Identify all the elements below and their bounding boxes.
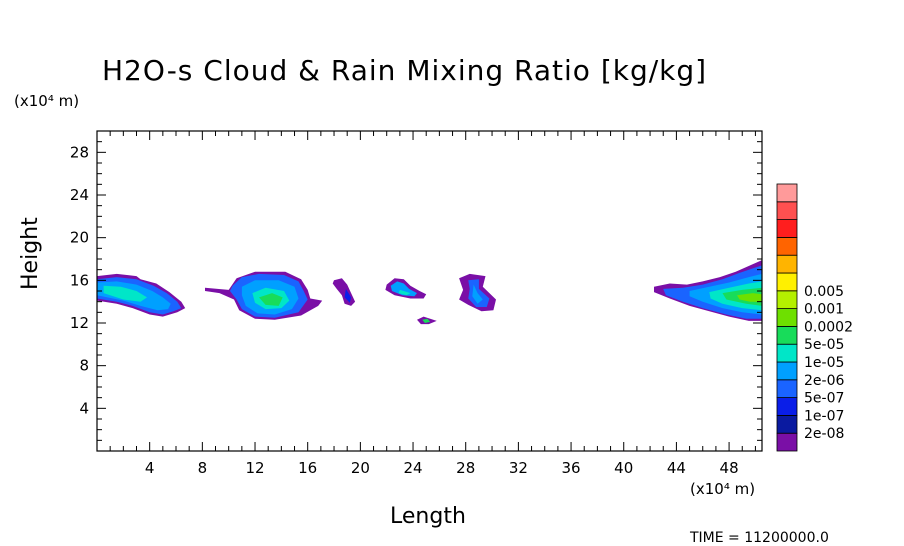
legend-swatch-3 [776,379,798,398]
contour-region-3-level-2 [398,289,411,296]
y-tick-label-4: 4 [79,399,89,417]
legend-swatch-4 [776,361,798,381]
x-tick-label-20: 20 [351,459,370,477]
legend-label-8: 0.005 [804,284,844,300]
legend-swatch-11 [776,236,798,256]
legend-swatch-9 [776,272,798,292]
y-tick-label-8: 8 [79,357,89,375]
chart-title: H2O-s Cloud & Rain Mixing Ratio [kg/kg] [102,54,708,87]
legend-swatch-13 [776,201,798,221]
legend-swatch-1 [776,414,798,434]
legend-label-7: 0.001 [804,302,844,318]
x-tick-label-44: 44 [667,459,686,477]
contour-region-5-level-2 [472,284,483,304]
contour-group [97,260,762,325]
x-tick-label-32: 32 [509,459,528,477]
legend-swatch-14 [776,183,798,203]
time-label: TIME = 11200000.0 [690,530,829,546]
legend-label-3: 2e-06 [804,373,844,389]
x-tick-label-4: 4 [145,459,155,477]
legend-label-1: 1e-07 [804,408,844,424]
legend-label-2: 5e-07 [804,391,844,407]
x-axis-label: Length [390,504,466,529]
contour-region-2-level-0 [332,278,356,306]
legend-swatch-10 [776,254,798,274]
y-tick-label-16: 16 [70,271,89,289]
contour-region-3-level-1 [390,281,417,297]
x-tick-label-28: 28 [456,459,475,477]
legend-swatch-7 [776,308,798,327]
x-tick-label-48: 48 [720,459,739,477]
legend-swatch-8 [776,290,798,309]
contour-region-1-level-4 [259,293,283,306]
y-tick-label-28: 28 [70,143,89,161]
legend-label-0: 2e-08 [804,426,844,442]
y-tick-label-24: 24 [70,186,89,204]
legend-swatch-6 [776,325,798,345]
y-tick-label-12: 12 [70,314,89,332]
y-axis-unit: (x10⁴ m) [14,92,80,110]
legend-swatch-5 [776,343,798,363]
contour-region-2-level-1 [344,288,352,303]
legend-swatch-12 [776,219,798,238]
legend-label-4: 1e-05 [804,355,844,371]
x-tick-label-40: 40 [614,459,633,477]
x-tick-label-16: 16 [298,459,317,477]
x-tick-label-24: 24 [403,459,422,477]
x-axis-unit: (x10⁴ m) [690,480,756,498]
contour-region-6-level-5 [737,293,762,302]
x-tick-label-36: 36 [562,459,581,477]
legend-swatch-0 [776,432,798,452]
plot-area [97,260,762,325]
contour-region-4-level-1 [422,318,431,323]
contour-region-0-level-3 [103,285,147,302]
legend-swatch-2 [776,397,798,416]
x-tick-label-8: 8 [198,459,208,477]
x-tick-label-12: 12 [245,459,264,477]
legend-label-6: 0.0002 [804,319,853,335]
legend-label-5: 5e-05 [804,337,844,353]
y-tick-label-20: 20 [70,229,89,247]
legend: 2e-081e-075e-072e-061e-055e-050.00020.00… [776,183,853,452]
